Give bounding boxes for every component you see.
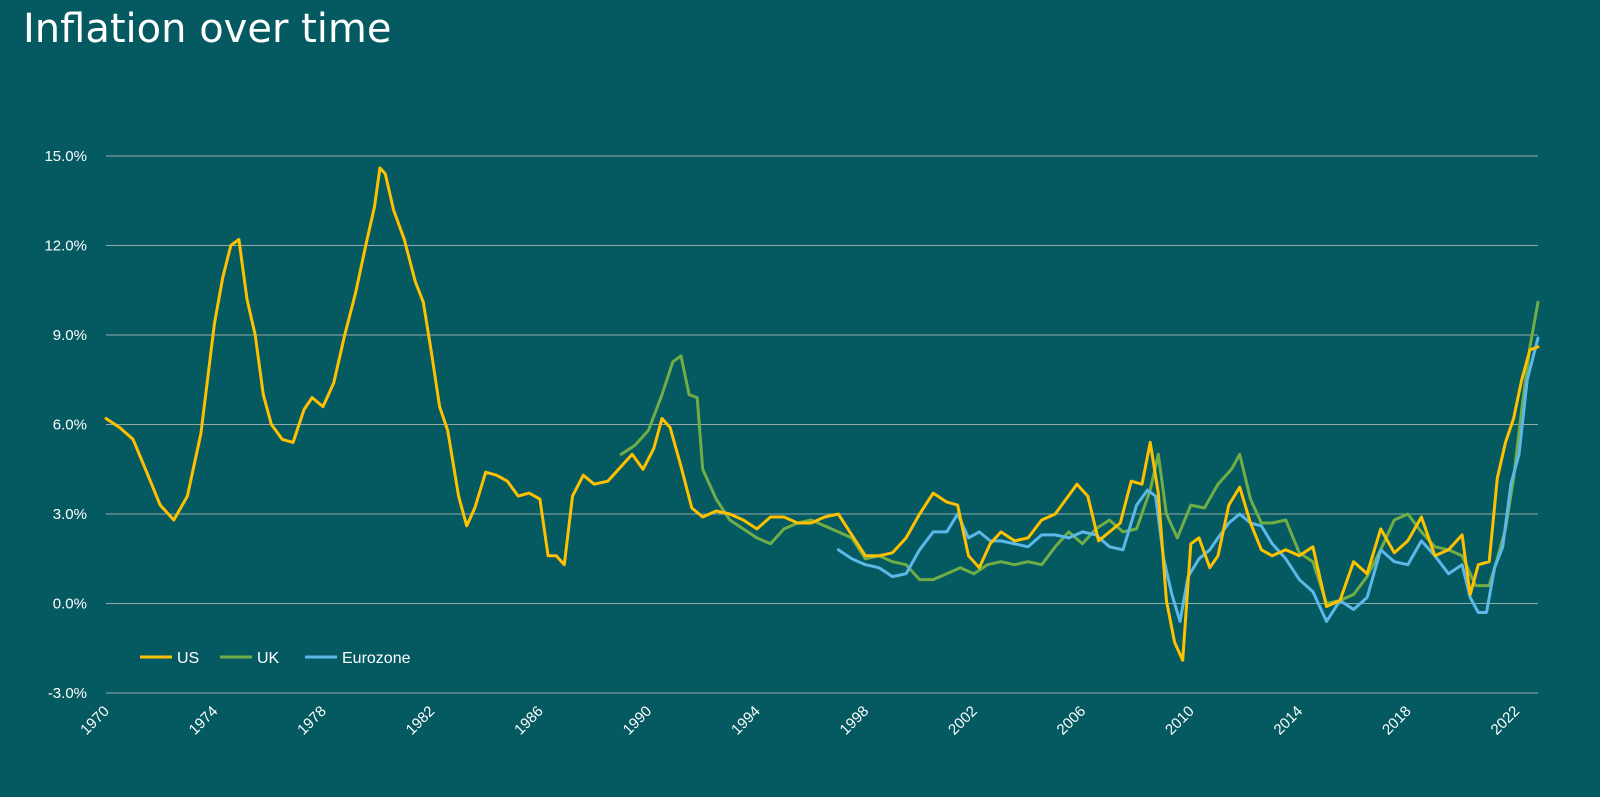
y-axis-ticks: -3.0% 0.0% 3.0% 6.0% 9.0% 12.0% 15.0% <box>44 148 87 702</box>
x-tick-label: 1974 <box>186 703 222 739</box>
y-tick-label: 15.0% <box>44 148 87 165</box>
x-tick-label: 2006 <box>1054 703 1090 739</box>
x-tick-label: 1982 <box>403 703 439 739</box>
x-tick-label: 2022 <box>1488 703 1524 739</box>
x-tick-label: 2014 <box>1271 703 1307 739</box>
x-tick-label: 2018 <box>1379 703 1415 739</box>
series-line-uk <box>619 300 1540 605</box>
series-lines <box>104 166 1540 662</box>
y-tick-label: 3.0% <box>53 506 87 523</box>
legend-label-uk: UK <box>257 650 280 667</box>
series-line-eurozone <box>836 336 1540 623</box>
legend-label-us: US <box>177 650 199 667</box>
x-tick-label: 2010 <box>1162 703 1198 739</box>
y-tick-label: 0.0% <box>53 596 87 613</box>
x-axis-ticks: 1970 1974 1978 1982 1986 1990 1994 1998 2002 2006… <box>77 703 1523 739</box>
x-tick-label: 1978 <box>294 703 330 739</box>
x-tick-label: 1998 <box>837 703 873 739</box>
y-tick-label: 12.0% <box>44 238 87 255</box>
y-tick-label: 9.0% <box>53 327 87 344</box>
x-tick-label: 1986 <box>511 703 547 739</box>
y-tick-label: -3.0% <box>48 685 87 702</box>
legend-label-eurozone: Eurozone <box>342 650 411 667</box>
y-tick-label: 6.0% <box>53 417 87 434</box>
x-tick-label: 1970 <box>77 703 113 739</box>
x-tick-label: 1990 <box>620 703 656 739</box>
series-line-us <box>104 166 1540 662</box>
legend: US UK Eurozone <box>140 650 411 667</box>
x-tick-label: 1994 <box>728 703 764 739</box>
x-tick-label: 2002 <box>945 703 981 739</box>
chart-title: Inflation over time <box>23 6 391 52</box>
